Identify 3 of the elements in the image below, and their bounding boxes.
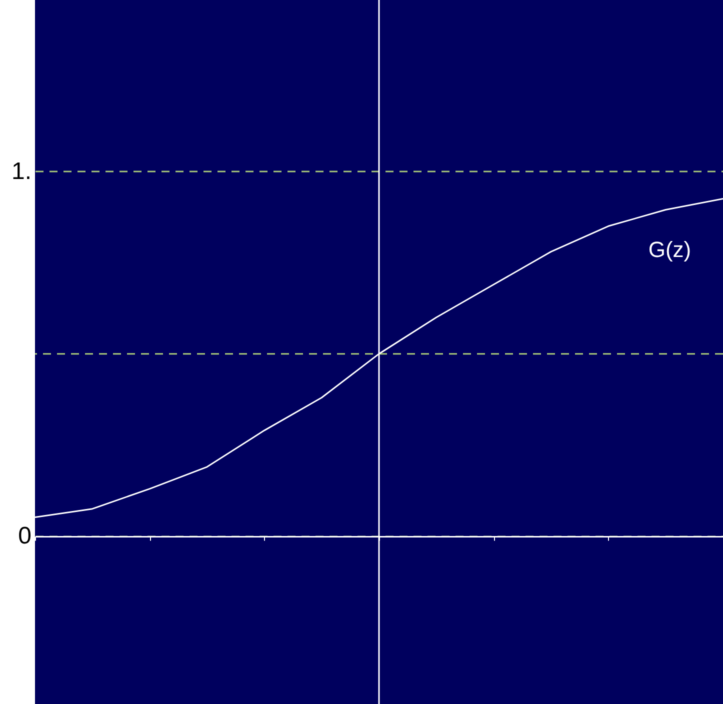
- y-tick-label: 1.: [11, 158, 32, 185]
- series-label: G(z): [648, 237, 692, 262]
- y-tick-label: 0: [18, 522, 32, 550]
